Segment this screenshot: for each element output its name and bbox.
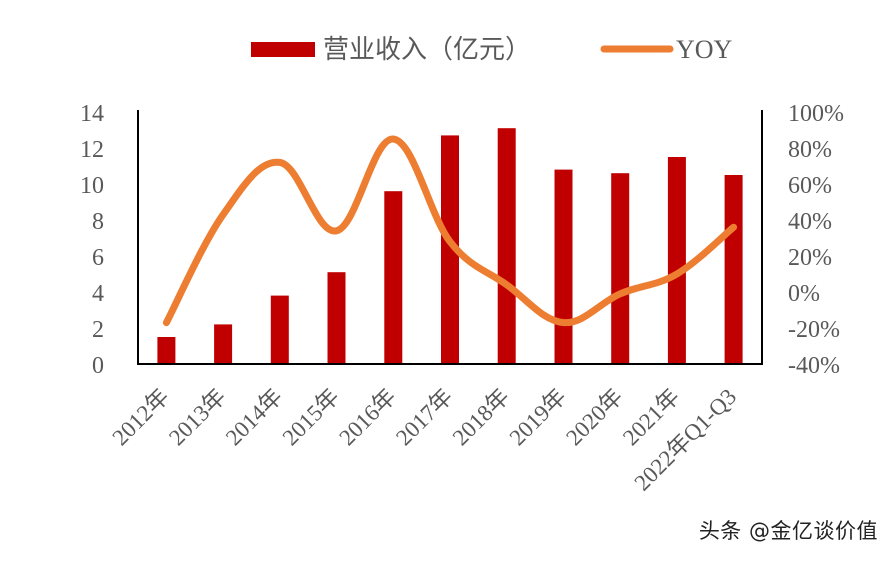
revenue-bar <box>270 295 289 364</box>
category-label: 2016年 <box>334 384 400 450</box>
yoy-line-path <box>162 135 738 327</box>
revenue-bars <box>157 128 743 364</box>
revenue-bar <box>214 324 233 364</box>
right-tick-label: -20% <box>788 317 840 343</box>
left-tick-label: 14 <box>80 101 104 127</box>
left-tick-label: 8 <box>92 209 104 235</box>
right-tick-label: 80% <box>788 137 832 163</box>
category-label: 2017年 <box>391 384 457 450</box>
legend: 营业收入（亿元） YOY <box>251 35 733 64</box>
left-tick-label: 12 <box>80 137 104 163</box>
category-label: 2015年 <box>278 384 344 450</box>
revenue-bar <box>157 337 176 364</box>
right-tick-label: 0% <box>788 281 820 307</box>
legend-bar-label: 营业收入（亿元） <box>323 35 531 64</box>
legend-bar-swatch <box>251 42 315 57</box>
left-tick-label: 0 <box>92 353 104 379</box>
right-tick-label: 60% <box>788 173 832 199</box>
right-tick-label: 40% <box>788 209 832 235</box>
axes <box>137 110 763 365</box>
left-tick-label: 6 <box>92 245 104 271</box>
category-labels: 2012年2013年2014年2015年2016年2017年2018年2019年… <box>107 384 741 496</box>
right-axis-ticks: -40% -20% 0% 20% 40% 60% 80% 100% <box>788 101 844 379</box>
right-tick-label: 20% <box>788 245 832 271</box>
revenue-bar <box>667 157 686 364</box>
left-tick-label: 2 <box>92 317 104 343</box>
revenue-bar <box>384 191 403 364</box>
revenue-bar <box>441 135 459 364</box>
category-label: 2019年 <box>505 384 571 450</box>
revenue-bar <box>724 175 743 364</box>
revenue-bar <box>497 128 516 364</box>
right-tick-label: 100% <box>788 101 844 127</box>
watermark: 头条 @金亿谈价值 <box>698 519 878 543</box>
revenue-bar <box>554 169 573 364</box>
category-label: 2013年 <box>164 384 230 450</box>
left-tick-label: 10 <box>80 173 104 199</box>
yoy-line <box>162 135 738 327</box>
left-axis-ticks: 0 2 4 6 8 10 12 14 <box>80 101 104 379</box>
category-label: 2020年 <box>561 384 627 450</box>
right-tick-label: -40% <box>788 353 840 379</box>
revenue-bar <box>327 272 346 364</box>
legend-line-label: YOY <box>676 35 733 64</box>
left-tick-label: 4 <box>92 281 104 307</box>
category-label: 2018年 <box>448 384 514 450</box>
category-label: 2012年 <box>107 384 173 450</box>
revenue-bar <box>611 173 630 364</box>
category-label: 2014年 <box>221 384 287 450</box>
